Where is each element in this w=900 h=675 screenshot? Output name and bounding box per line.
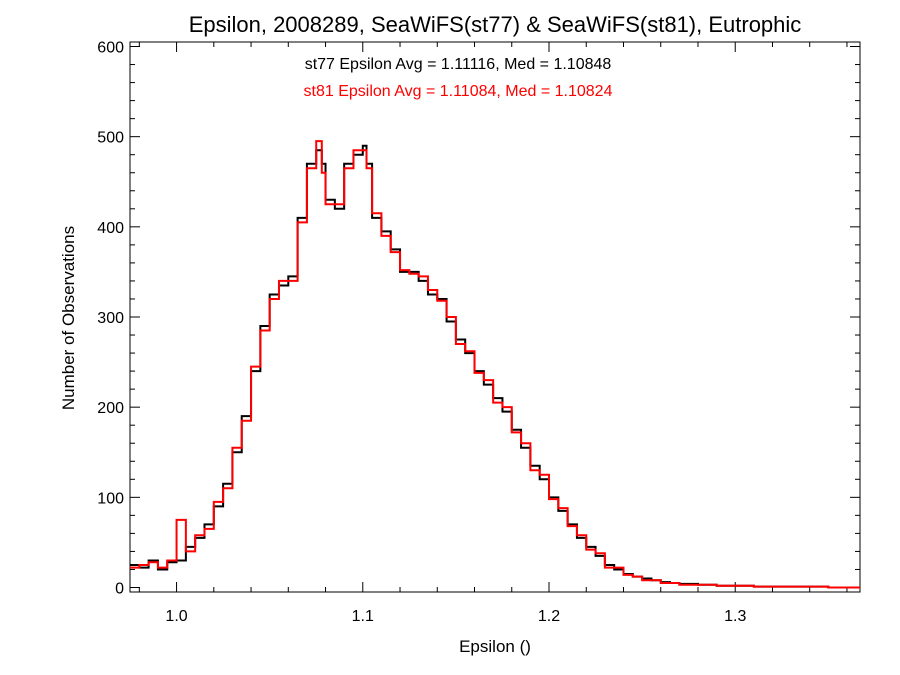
x-tick-label: 1.3: [724, 608, 746, 625]
y-tick-label: 600: [97, 40, 124, 57]
y-tick-label: 500: [97, 130, 124, 147]
y-tick-label: 400: [97, 220, 124, 237]
chart-title: Epsilon, 2008289, SeaWiFS(st77) & SeaWiF…: [189, 12, 802, 37]
annotation-st77: st77 Epsilon Avg = 1.11116, Med = 1.1084…: [305, 56, 612, 73]
plot-frame: [129, 41, 861, 593]
x-axis-label: Epsilon (): [459, 637, 531, 656]
series-1-group: [129, 140, 861, 589]
y-axis-label: Number of Observations: [59, 226, 78, 410]
annotation-st81: st81 Epsilon Avg = 1.11084, Med = 1.1082…: [304, 83, 613, 100]
x-tick-label: 1.1: [352, 608, 374, 625]
y-tick-label: 200: [97, 400, 124, 417]
y-tick-label: 0: [115, 580, 124, 597]
y-tick-label: 100: [97, 490, 124, 507]
x-tick-label: 1.2: [538, 608, 560, 625]
series-1-line: [130, 140, 860, 589]
x-tick-label: 1.0: [165, 608, 187, 625]
y-tick-label: 300: [97, 310, 124, 327]
series-0-group: [129, 144, 861, 589]
series-0-line: [130, 144, 860, 589]
